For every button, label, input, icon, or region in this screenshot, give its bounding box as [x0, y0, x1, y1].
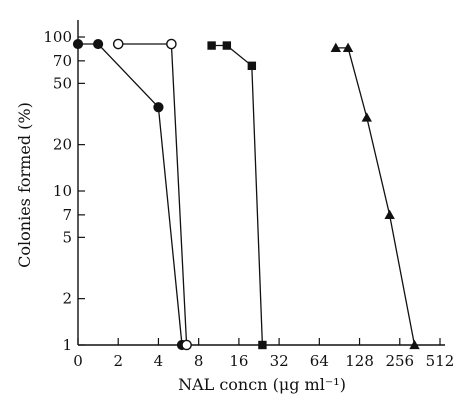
x-tick-label: 4 — [154, 352, 164, 370]
y-tick-label: 1 — [62, 336, 72, 354]
x-tick-label: 8 — [194, 352, 204, 370]
y-tick-label: 2 — [62, 290, 72, 308]
y-tick-label: 50 — [53, 74, 72, 92]
data-point — [258, 340, 267, 350]
x-tick-label: 16 — [229, 352, 248, 370]
data-point — [247, 61, 257, 71]
data-point — [222, 41, 232, 50]
y-tick-label: 70 — [53, 52, 72, 70]
series-filled-triangle — [330, 42, 420, 350]
series-line — [211, 44, 264, 346]
x-tick-label: 32 — [270, 352, 289, 370]
series-filled-circle — [72, 38, 188, 351]
y-tick-label: 7 — [62, 206, 72, 224]
data-point — [384, 209, 395, 220]
series-line — [78, 43, 183, 346]
data-point — [207, 41, 216, 50]
series-layer — [72, 38, 420, 351]
data-point — [93, 38, 104, 50]
x-axis-title: NAL concn (μg ml⁻¹) — [178, 375, 346, 394]
data-point — [72, 38, 84, 50]
data-point — [181, 339, 192, 351]
data-point — [409, 339, 420, 350]
series-filled-square — [207, 41, 267, 350]
data-point — [330, 42, 341, 53]
data-point — [153, 102, 164, 113]
y-tick-label: 10 — [53, 182, 72, 200]
y-tick-label: 20 — [53, 136, 72, 154]
y-tick-label: 100 — [43, 28, 72, 46]
data-point — [166, 38, 177, 50]
y-tick-label: 5 — [62, 228, 72, 246]
axes — [77, 20, 445, 346]
x-tick-label: 256 — [385, 352, 414, 370]
data-point — [361, 112, 372, 122]
ticks: 0 2 4 8 16 32 64 128 256 512 1 2 5 7 10 20 50 70 100 — [43, 28, 454, 370]
x-tick-label: 64 — [310, 352, 329, 370]
x-tick-label: 512 — [426, 352, 455, 370]
series-line — [118, 43, 188, 346]
x-tick-label: 0 — [73, 352, 83, 370]
series-line — [335, 47, 416, 346]
x-tick-label: 2 — [113, 352, 123, 370]
data-point — [112, 38, 124, 50]
y-axis-title: Colonies formed (%) — [15, 102, 34, 268]
series-open-circle — [112, 38, 192, 351]
x-tick-label: 128 — [345, 352, 374, 370]
data-point — [342, 42, 354, 53]
